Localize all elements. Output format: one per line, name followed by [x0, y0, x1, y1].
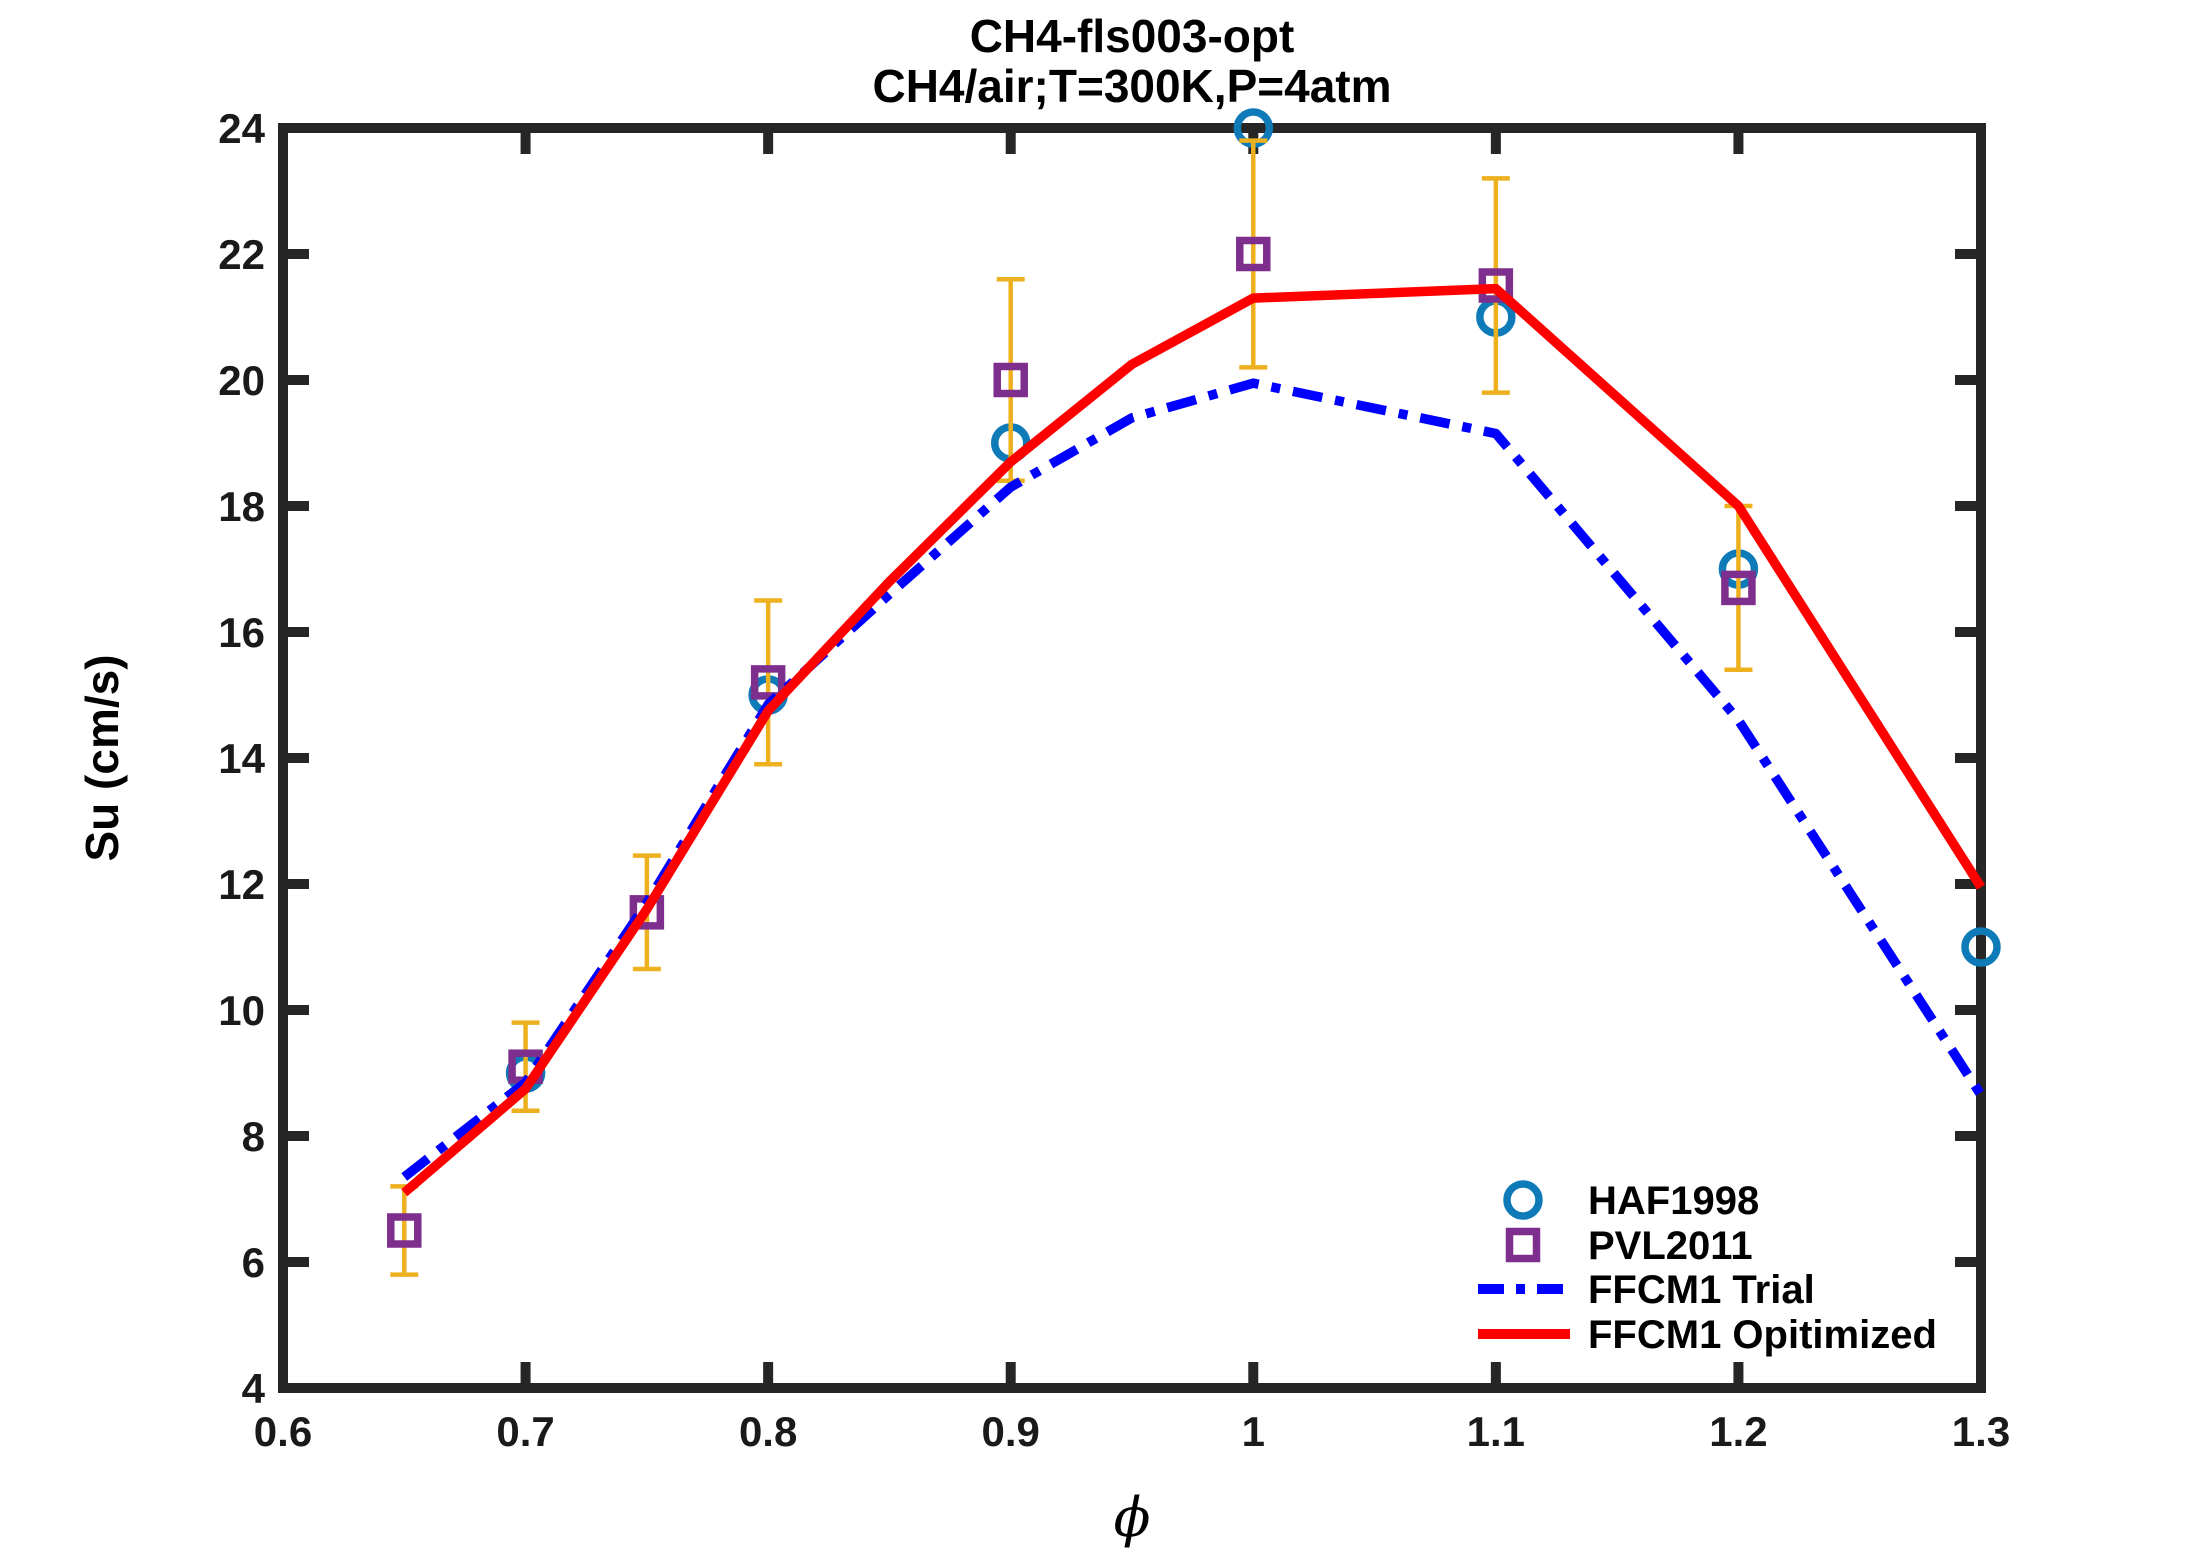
x-tick-label: 1.2	[1709, 1408, 1767, 1455]
y-tick-label: 14	[218, 735, 265, 782]
y-tick-label: 24	[218, 105, 265, 152]
legend-label: HAF1998	[1588, 1179, 1759, 1223]
y-tick-label: 12	[218, 861, 265, 908]
chart-title: CH4-fls003-opt	[970, 10, 1295, 62]
pvl2011-marker-square-icon	[1505, 1227, 1541, 1263]
x-tick-label: 1	[1242, 1408, 1265, 1455]
x-tick-label: 0.9	[982, 1408, 1040, 1455]
pvl2011-marker-square-icon	[750, 665, 786, 700]
error-bar	[511, 1020, 540, 1114]
ffcm1-optimized-line	[401, 283, 1986, 1197]
pvl2011-marker-square-icon	[387, 1213, 422, 1248]
legend-label: FFCM1 Trial	[1588, 1268, 1815, 1312]
ffcm1-trial-line	[401, 378, 1985, 1181]
y-tick-label: 8	[242, 1113, 265, 1160]
error-bar	[754, 598, 783, 767]
error-bar	[1239, 138, 1268, 370]
haf1998-marker-circle-icon	[1503, 1180, 1543, 1220]
plot-area: 0.6 0.7 0.8 0.9 1 1.1 1.2 1.3 4 6 8 10 12 14 16 18 20 22 2…	[218, 105, 2010, 1455]
pvl2011-marker-square-icon	[1236, 236, 1271, 272]
x-axis-label: ϕ	[1114, 1486, 1151, 1549]
y-tick-label: 18	[218, 483, 265, 530]
y-axis-label: Su (cm/s)	[76, 654, 128, 861]
y-tick-label: 22	[218, 231, 265, 278]
haf1998-marker-circle-icon	[1961, 927, 2001, 967]
x-tick-label: 0.8	[739, 1408, 797, 1455]
x-tick-label: 1.3	[1952, 1408, 2010, 1455]
pvl2011-marker-square-icon	[993, 362, 1028, 398]
y-tick-label: 20	[218, 357, 265, 404]
x-tick-label: 0.7	[496, 1408, 554, 1455]
chart-subtitle: CH4/air;T=300K,P=4atm	[872, 60, 1391, 112]
x-tick-label: 0.6	[254, 1408, 312, 1455]
y-tick-label: 16	[218, 609, 265, 656]
legend-label: FFCM1 Opitimized	[1588, 1313, 1937, 1357]
y-tick-label: 6	[242, 1239, 265, 1286]
legend-label: PVL2011	[1588, 1224, 1753, 1268]
y-tick-label: 4	[242, 1365, 266, 1412]
pvl2011-marker-square-icon	[1721, 570, 1756, 606]
x-tick-label: 1.1	[1467, 1408, 1525, 1455]
y-tick-label: 10	[218, 987, 265, 1034]
